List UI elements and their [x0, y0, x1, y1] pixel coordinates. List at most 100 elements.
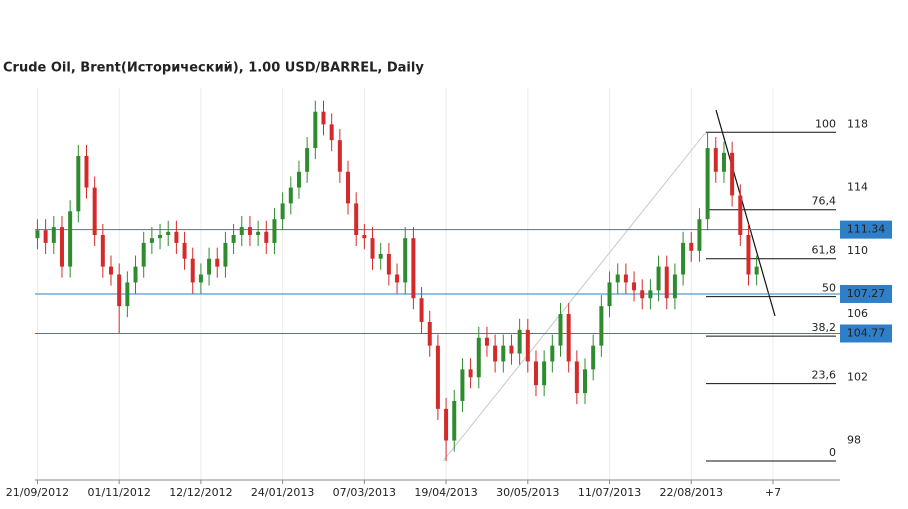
- candle-body: [697, 219, 702, 251]
- candle-body: [730, 152, 735, 196]
- candle-body: [705, 148, 710, 220]
- candle-body: [321, 111, 326, 125]
- candle-body: [125, 282, 130, 307]
- candle-body: [689, 242, 694, 251]
- candle-body: [403, 238, 408, 283]
- candle-body: [223, 242, 228, 267]
- candle-body: [68, 211, 73, 267]
- candle-body: [231, 235, 236, 243]
- x-tick-label: 07/03/2013: [333, 486, 396, 499]
- level-label-box: [840, 220, 892, 239]
- candle-body: [133, 266, 138, 283]
- candle-body: [158, 235, 163, 239]
- level-label-box: [840, 324, 892, 343]
- candle-body: [607, 282, 612, 307]
- candle-body: [215, 258, 220, 267]
- x-tick-label: +7: [765, 486, 781, 499]
- candle-body: [264, 231, 269, 243]
- candle-body: [656, 266, 661, 291]
- candle-body: [632, 282, 637, 291]
- candle-body: [378, 253, 383, 259]
- candle-body: [721, 152, 726, 172]
- candle-body: [484, 337, 489, 346]
- candle-body: [444, 408, 449, 441]
- candle-body: [109, 266, 114, 275]
- candle-body: [362, 235, 367, 239]
- candle-body: [280, 203, 285, 220]
- trend-line: [715, 109, 776, 317]
- chart-title: Crude Oil, Brent(Исторический), 1.00 USD…: [3, 61, 424, 76]
- candle-body: [51, 227, 56, 243]
- candle-body: [354, 203, 359, 235]
- y-tick-label: 102: [847, 370, 868, 383]
- candle-body: [35, 230, 40, 239]
- candle-body: [296, 171, 301, 188]
- candle-body: [198, 274, 203, 283]
- candle-body: [117, 274, 122, 307]
- candle-body: [746, 235, 751, 275]
- fib-label: 23,6: [812, 369, 837, 382]
- y-tick-label: 98: [847, 433, 861, 446]
- candle-body: [370, 238, 375, 259]
- candle-body: [713, 148, 718, 172]
- fib-label: 50: [822, 282, 836, 295]
- candle-body: [174, 231, 179, 243]
- level-label-box: [840, 284, 892, 303]
- candle-body: [648, 290, 653, 299]
- candle-body: [182, 242, 187, 259]
- candle-body: [141, 242, 146, 267]
- x-tick-label: 30/05/2013: [496, 486, 559, 499]
- x-tick-label: 22/08/2013: [660, 486, 723, 499]
- fib-label: 61,8: [812, 244, 837, 257]
- y-tick-label: 110: [847, 244, 868, 257]
- fib-label: 76,4: [812, 195, 837, 208]
- level-label: 104.77: [847, 326, 886, 339]
- fib-label: 0: [829, 446, 836, 459]
- candle-body: [583, 369, 588, 394]
- candle-body: [533, 361, 538, 386]
- candle-body: [427, 321, 432, 346]
- x-tick-label: 01/11/2012: [87, 486, 150, 499]
- candle-body: [542, 361, 547, 386]
- candle-body: [59, 227, 64, 267]
- candle-body: [239, 227, 244, 235]
- candle-body: [615, 274, 620, 283]
- candle-body: [468, 369, 473, 378]
- candle-body: [166, 231, 171, 235]
- candle-body: [509, 345, 514, 354]
- x-tick-label: 12/12/2012: [169, 486, 232, 499]
- candle-body: [92, 187, 97, 235]
- candle-body: [558, 314, 563, 346]
- candle-body: [452, 400, 457, 441]
- x-tick-label: 24/01/2013: [251, 486, 314, 499]
- candle-body: [329, 124, 334, 141]
- fib-label: 100: [815, 117, 836, 130]
- candle-body: [591, 345, 596, 370]
- candle-body: [337, 140, 342, 172]
- candle-body: [247, 227, 252, 235]
- candle-body: [256, 231, 261, 235]
- candle-body: [517, 329, 522, 354]
- candle-body: [313, 111, 318, 149]
- candle-body: [43, 230, 48, 243]
- candle-body: [501, 345, 506, 362]
- y-tick-label: 118: [847, 117, 868, 130]
- candle-body: [346, 171, 351, 204]
- candle-body: [525, 329, 530, 362]
- candle-body: [100, 235, 105, 267]
- candle-body: [599, 306, 604, 346]
- candle-body: [272, 219, 277, 243]
- candle-body: [190, 258, 195, 283]
- candle-body: [550, 345, 555, 362]
- fib-trend-line: [442, 131, 707, 462]
- candle-body: [305, 148, 310, 172]
- candle-body: [207, 258, 212, 275]
- y-tick-label: 114: [847, 181, 868, 194]
- candle-body: [476, 337, 481, 378]
- candle-body: [640, 290, 645, 299]
- x-tick-label: 11/07/2013: [578, 486, 641, 499]
- candle-body: [574, 361, 579, 394]
- level-label: 111.34: [847, 223, 886, 236]
- candle-body: [664, 266, 669, 299]
